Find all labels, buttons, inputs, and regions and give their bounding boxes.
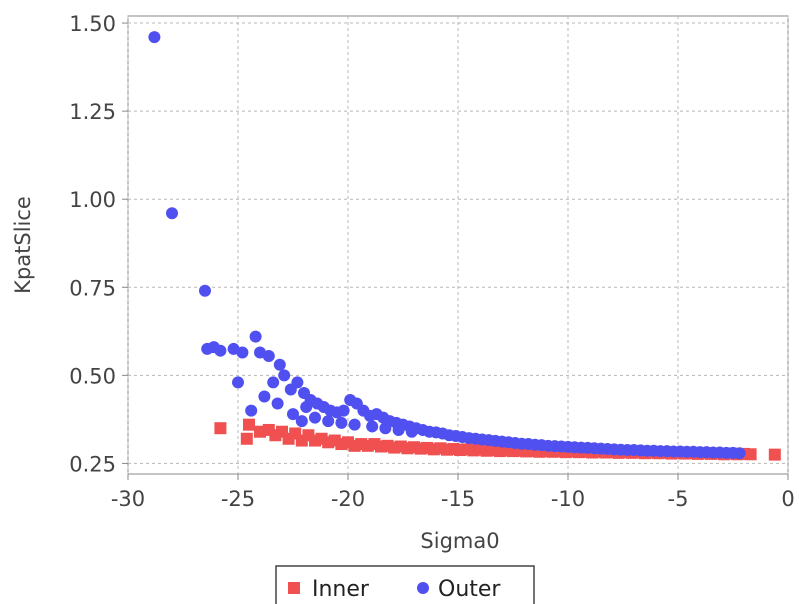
y-tick-label: 0.25 xyxy=(69,452,116,476)
grid-lines xyxy=(127,16,789,474)
data-point xyxy=(335,416,348,429)
x-axis-label: Sigma0 xyxy=(420,529,499,553)
data-point xyxy=(267,376,280,389)
data-point xyxy=(214,422,227,435)
data-point xyxy=(232,376,244,389)
data-point xyxy=(300,401,313,414)
data-point xyxy=(258,390,271,403)
y-axis: 0.25 0.50 0.75 1.00 1.25 1.50 xyxy=(69,12,128,476)
x-tick-label: -25 xyxy=(221,487,255,511)
data-point xyxy=(214,344,227,357)
data-point xyxy=(278,369,291,382)
data-point xyxy=(309,411,321,424)
data-point xyxy=(236,346,249,359)
y-tick-label: 0.50 xyxy=(69,364,116,388)
data-point xyxy=(733,447,746,460)
data-points xyxy=(148,31,781,461)
data-point xyxy=(348,418,361,431)
data-point xyxy=(166,207,178,220)
data-point xyxy=(291,376,304,389)
data-point xyxy=(337,404,350,417)
y-tick-label: 0.75 xyxy=(69,276,116,300)
data-point xyxy=(249,330,262,343)
data-point xyxy=(240,432,253,445)
y-tick-label: 1.50 xyxy=(69,12,116,36)
x-tick-label: -10 xyxy=(551,487,585,511)
legend-inner-marker xyxy=(288,582,300,594)
data-point xyxy=(295,415,308,428)
y-axis-label: KpatSlice xyxy=(11,196,35,294)
data-point xyxy=(243,418,255,431)
x-tick-label: -20 xyxy=(331,487,365,511)
data-point xyxy=(379,422,392,435)
x-tick-label: 0 xyxy=(781,487,794,511)
data-point xyxy=(245,404,258,417)
data-point xyxy=(744,448,757,461)
x-axis: -30 -25 -20 -15 -10 -5 0 xyxy=(111,474,795,511)
data-point xyxy=(262,349,275,362)
data-point xyxy=(199,284,211,297)
legend-label-outer: Outer xyxy=(438,577,501,602)
series-outer xyxy=(148,31,746,460)
legend-box xyxy=(275,565,535,604)
legend: Inner Outer xyxy=(275,565,535,604)
legend-label-inner: Inner xyxy=(312,577,370,602)
x-tick-label: -15 xyxy=(441,487,475,511)
data-point xyxy=(366,420,379,433)
x-tick-label: -5 xyxy=(668,487,689,511)
data-point xyxy=(768,448,781,461)
data-point xyxy=(148,31,161,44)
y-tick-label: 1.00 xyxy=(69,188,116,212)
data-point xyxy=(273,358,286,371)
x-tick-label: -30 xyxy=(111,487,145,511)
y-tick-label: 1.25 xyxy=(69,100,116,124)
data-point xyxy=(405,425,418,438)
legend-outer-marker xyxy=(417,582,429,594)
data-point xyxy=(392,423,405,436)
data-point xyxy=(322,415,335,428)
data-point xyxy=(271,397,284,410)
data-point xyxy=(287,408,299,421)
